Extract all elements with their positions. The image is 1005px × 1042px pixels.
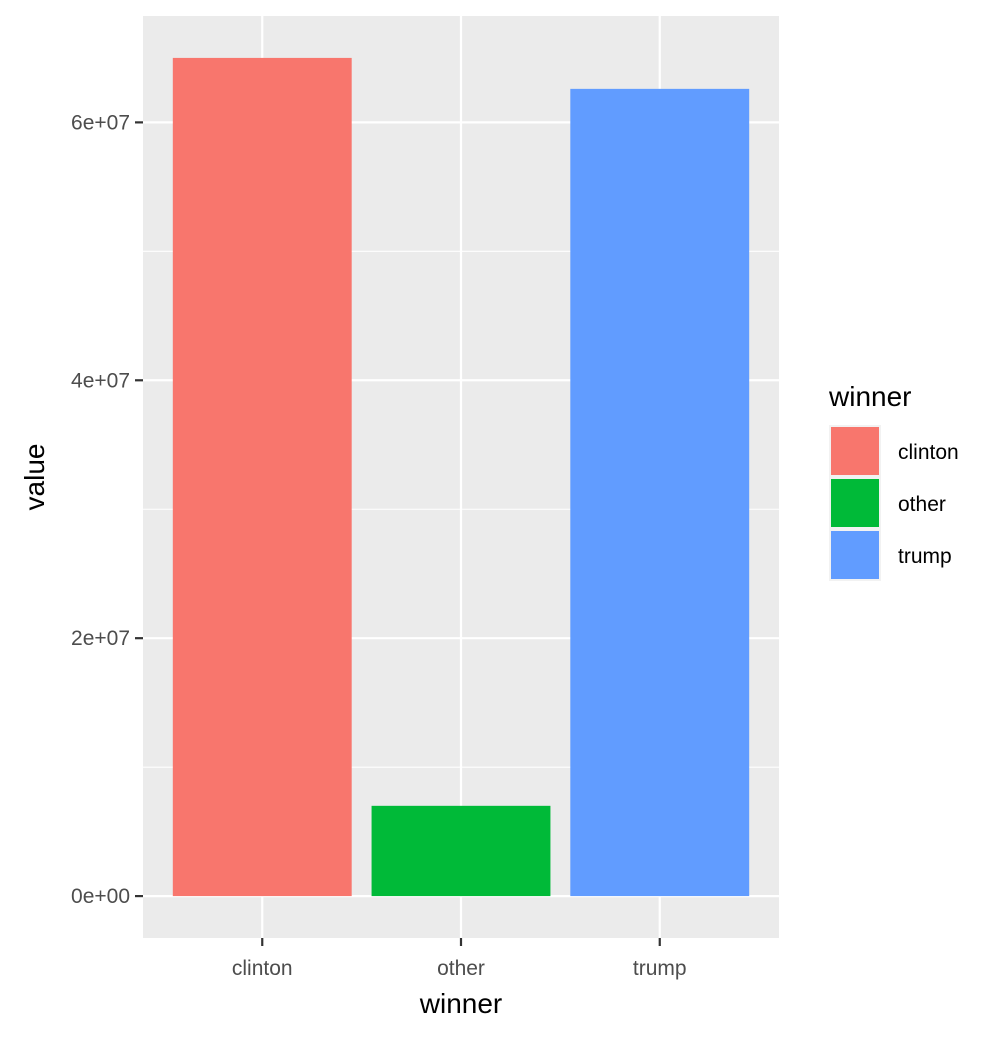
y-tick-label: 0e+00 <box>71 885 130 908</box>
legend: winner clinton other trump <box>828 381 959 581</box>
legend-label-clinton: clinton <box>898 441 959 464</box>
legend-swatch-clinton <box>831 427 879 475</box>
y-axis-title: value <box>19 444 50 511</box>
bars <box>172 57 750 897</box>
axes: 0e+00 2e+07 4e+07 6e+07 clinton other trump <box>71 111 687 980</box>
y-tick-label: 6e+07 <box>71 111 130 134</box>
legend-swatch-trump <box>831 531 879 579</box>
legend-title: winner <box>828 381 911 412</box>
bar-trump <box>570 88 750 897</box>
y-tick-label: 4e+07 <box>71 369 130 392</box>
bar-clinton <box>172 57 352 897</box>
legend-label-trump: trump <box>898 545 952 568</box>
x-tick-label: other <box>437 957 485 980</box>
x-tick-label: trump <box>633 957 687 980</box>
y-tick-label: 2e+07 <box>71 627 130 650</box>
legend-swatch-other <box>831 479 879 527</box>
legend-label-other: other <box>898 493 946 516</box>
bar-other <box>371 805 551 897</box>
x-tick-label: clinton <box>232 957 293 980</box>
x-axis-title: winner <box>419 988 502 1019</box>
